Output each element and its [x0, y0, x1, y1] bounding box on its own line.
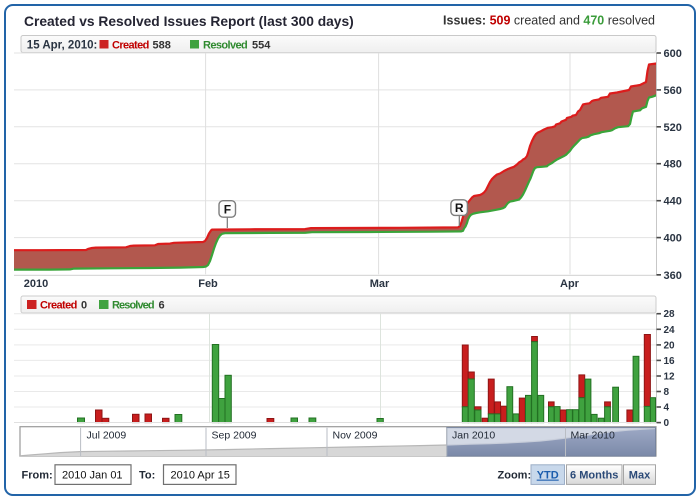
- svg-text:F: F: [224, 202, 231, 216]
- svg-text:Created vs Resolved Issues Rep: Created vs Resolved Issues Report (last …: [24, 14, 354, 29]
- svg-text:R: R: [455, 201, 464, 215]
- svg-text:Resolved: Resolved: [112, 300, 154, 312]
- svg-text:Max: Max: [629, 470, 651, 482]
- svg-text:400: 400: [664, 233, 682, 245]
- svg-text:560: 560: [664, 85, 682, 97]
- svg-text:20: 20: [664, 340, 676, 351]
- svg-text:24: 24: [664, 325, 676, 336]
- svg-text:16: 16: [664, 356, 676, 367]
- svg-text:360: 360: [664, 270, 682, 282]
- svg-text:Mar 2010: Mar 2010: [571, 430, 616, 442]
- svg-text:12: 12: [664, 372, 676, 383]
- svg-text:Jul 2009: Jul 2009: [87, 430, 127, 442]
- svg-text:2010 Apr 15: 2010 Apr 15: [171, 470, 230, 482]
- svg-text:Issues: 509 created and 470 re: Issues: 509 created and 470 resolved: [443, 14, 655, 28]
- svg-text:8: 8: [664, 387, 670, 398]
- svg-text:4: 4: [664, 403, 670, 414]
- svg-text:440: 440: [664, 196, 682, 208]
- svg-text:480: 480: [664, 159, 682, 171]
- svg-text:2010 Jan 01: 2010 Jan 01: [62, 470, 123, 482]
- svg-text:Created: Created: [112, 39, 149, 51]
- svg-text:Nov 2009: Nov 2009: [333, 430, 378, 442]
- svg-text:0: 0: [81, 300, 87, 312]
- svg-text:Zoom:: Zoom:: [498, 470, 532, 482]
- svg-text:520: 520: [664, 122, 682, 134]
- svg-text:Created: Created: [40, 300, 77, 312]
- svg-text:554: 554: [252, 39, 271, 51]
- svg-text:From:: From:: [22, 470, 53, 482]
- svg-text:Jan 2010: Jan 2010: [452, 430, 495, 442]
- svg-text:588: 588: [153, 39, 171, 51]
- svg-text:2010: 2010: [24, 278, 48, 290]
- svg-text:Feb: Feb: [198, 278, 218, 290]
- svg-text:YTD: YTD: [537, 470, 559, 482]
- svg-text:Apr: Apr: [560, 278, 580, 290]
- svg-text:28: 28: [664, 309, 676, 320]
- svg-text:6 Months: 6 Months: [570, 470, 618, 482]
- svg-text:Resolved: Resolved: [203, 39, 247, 51]
- svg-text:To:: To:: [139, 470, 155, 482]
- svg-text:Mar: Mar: [370, 278, 390, 290]
- svg-text:600: 600: [664, 48, 682, 60]
- svg-text:Sep 2009: Sep 2009: [212, 430, 257, 442]
- svg-text:6: 6: [159, 300, 165, 312]
- svg-text:0: 0: [664, 418, 670, 429]
- svg-text:15 Apr, 2010:: 15 Apr, 2010:: [27, 39, 98, 51]
